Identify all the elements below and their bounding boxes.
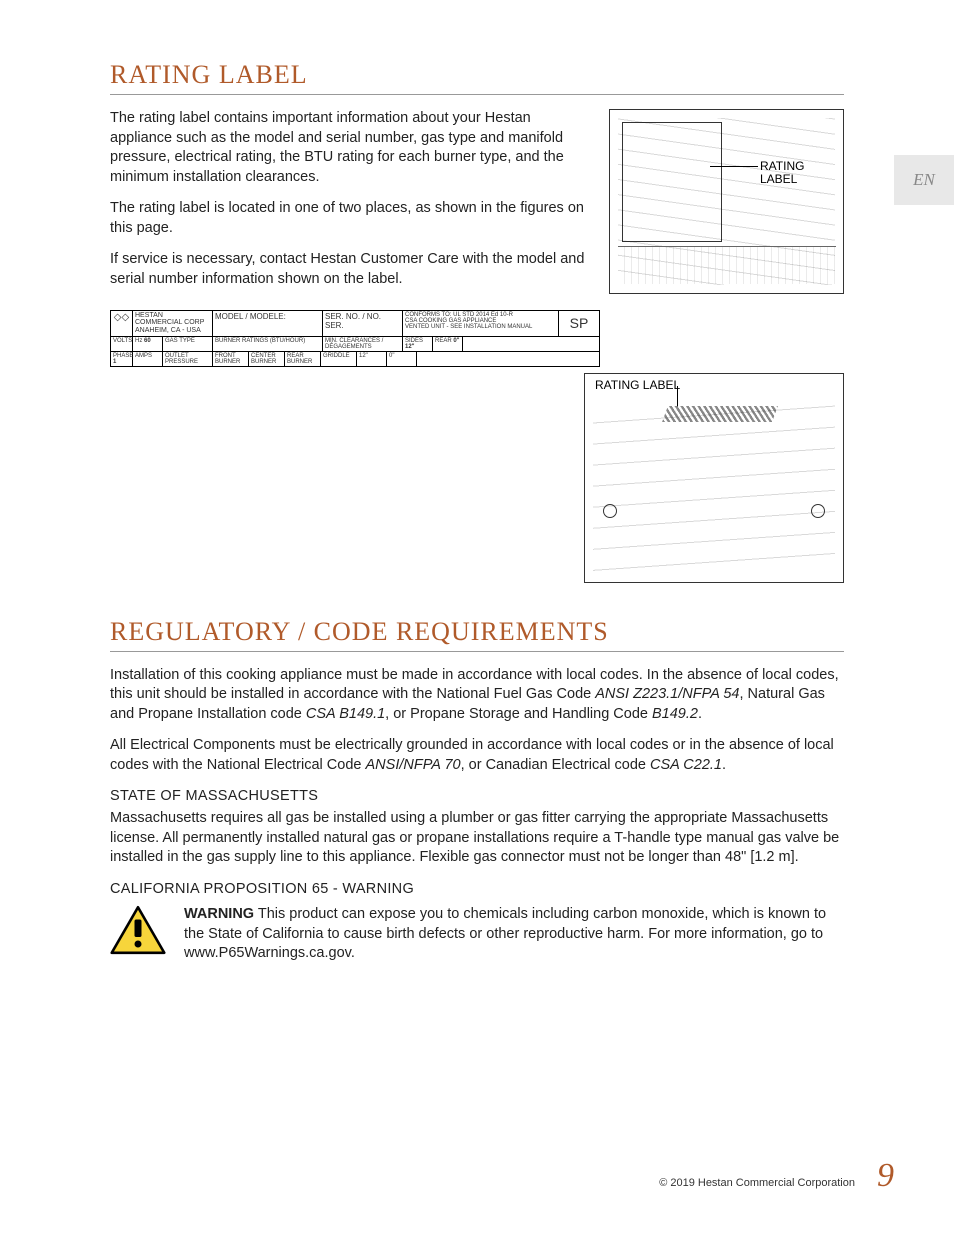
copyright: © 2019 Hestan Commercial Corporation — [659, 1177, 855, 1189]
page-number: 9 — [877, 1157, 894, 1195]
rating-p1: The rating label contains important info… — [110, 109, 589, 187]
figure-rating-label-top: RATING LABEL — [609, 109, 844, 294]
label-model: MODEL / MODELE: — [213, 311, 323, 336]
rating-title: RATING LABEL — [110, 60, 844, 90]
label-cert-mark: SP — [559, 311, 599, 336]
reg-p1: Installation of this cooking appliance m… — [110, 666, 844, 725]
divider — [110, 651, 844, 652]
label-conformance: CONFORMS TO: UL STD 2014 Ed 10-R CSA COO… — [403, 311, 559, 336]
figure1-callout-l1: RATING — [760, 159, 804, 173]
label-clearances: MIN. CLEARANCES / DÉGAGEMENTS — [323, 337, 403, 351]
figure1-callout-l2: LABEL — [760, 172, 797, 186]
rating-p2: The rating label is located in one of tw… — [110, 199, 589, 238]
figure-rating-label-bottom: RATING LABEL — [584, 373, 844, 583]
label-serial: SER. NO. / NO. SER. — [323, 311, 403, 336]
warning-row: WARNING This product can expose you to c… — [110, 905, 844, 964]
warning-text: WARNING This product can expose you to c… — [184, 905, 844, 964]
divider — [110, 94, 844, 95]
rating-text: The rating label contains important info… — [110, 109, 589, 302]
mass-heading: STATE OF MASSACHUSETTS — [110, 787, 844, 807]
label-logo: ◇◇ — [111, 311, 133, 336]
ca-heading: CALIFORNIA PROPOSITION 65 - WARNING — [110, 880, 844, 900]
reg-p2: All Electrical Components must be electr… — [110, 736, 844, 775]
label-address: HESTAN COMMERCIAL CORPANAHEIM, CA - USA — [133, 311, 213, 336]
mass-body: Massachusetts requires all gas be instal… — [110, 809, 844, 868]
rating-block: The rating label contains important info… — [110, 109, 844, 302]
label-burner-header: BURNER RATINGS (BTU/HOUR) — [213, 337, 323, 351]
regulatory-body: Installation of this cooking appliance m… — [110, 666, 844, 964]
rating-p3: If service is necessary, contact Hestan … — [110, 250, 589, 289]
figure2-callout: RATING LABEL — [595, 378, 680, 392]
label-volts: VOLTS — [111, 337, 133, 351]
figure1-callout: RATING LABEL — [760, 160, 830, 186]
regulatory-title: REGULATORY / CODE REQUIREMENTS — [110, 617, 844, 647]
label-gastype: GAS TYPE — [163, 337, 213, 351]
page-content: RATING LABEL The rating label contains i… — [0, 0, 954, 1004]
page-footer: © 2019 Hestan Commercial Corporation 9 — [659, 1157, 894, 1195]
warning-icon — [110, 905, 166, 955]
regulatory-section: REGULATORY / CODE REQUIREMENTS Installat… — [110, 617, 844, 964]
rating-label-mock: ◇◇ HESTAN COMMERCIAL CORPANAHEIM, CA - U… — [110, 310, 844, 367]
